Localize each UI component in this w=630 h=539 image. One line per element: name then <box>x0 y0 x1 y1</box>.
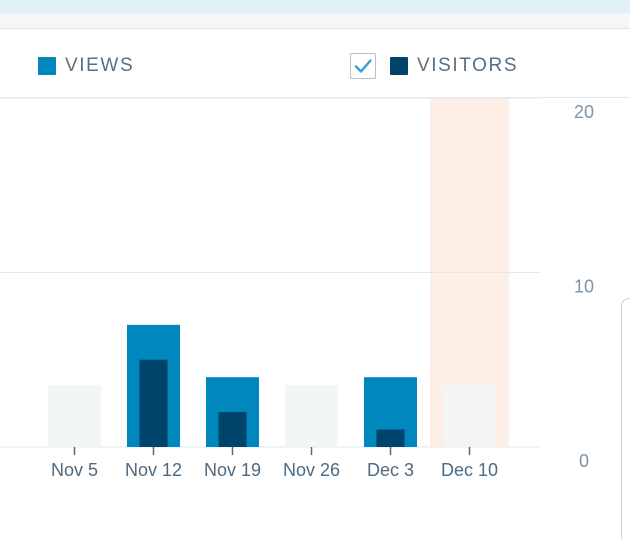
legend-views-label: VIEWS <box>65 55 135 76</box>
visitors-bar[interactable] <box>139 359 168 447</box>
tooltip-panel-edge <box>621 298 630 539</box>
empty-bar-placeholder[interactable] <box>48 385 101 447</box>
y-tick-label: 0 <box>579 451 589 471</box>
x-tick-label: Nov 5 <box>51 460 98 480</box>
visitors-bar[interactable] <box>218 412 247 447</box>
x-tick-label: Dec 3 <box>367 460 414 480</box>
x-tick-label: Dec 10 <box>441 460 498 480</box>
legend-item-views: VIEWS <box>38 52 134 80</box>
header-strip <box>0 13 630 29</box>
top-banner <box>0 0 630 13</box>
legend-visitors-label: VISITORS <box>417 55 519 76</box>
visitors-bar[interactable] <box>376 429 405 447</box>
x-tick-label: Nov 12 <box>125 460 182 480</box>
y-tick-label: 20 <box>574 102 594 122</box>
checkmark-icon <box>354 59 372 73</box>
empty-bar-placeholder[interactable] <box>285 385 338 447</box>
empty-bar-placeholder[interactable] <box>443 385 496 447</box>
x-tick-label: Nov 26 <box>283 460 340 480</box>
visitors-checkbox[interactable] <box>350 53 376 79</box>
views-swatch <box>38 57 56 75</box>
x-tick-label: Nov 19 <box>204 460 261 480</box>
y-tick-label: 10 <box>574 277 594 297</box>
chart-legend: VIEWS VISITORS <box>0 52 630 80</box>
legend-item-visitors: VISITORS <box>350 52 518 80</box>
visitors-swatch <box>390 57 408 75</box>
